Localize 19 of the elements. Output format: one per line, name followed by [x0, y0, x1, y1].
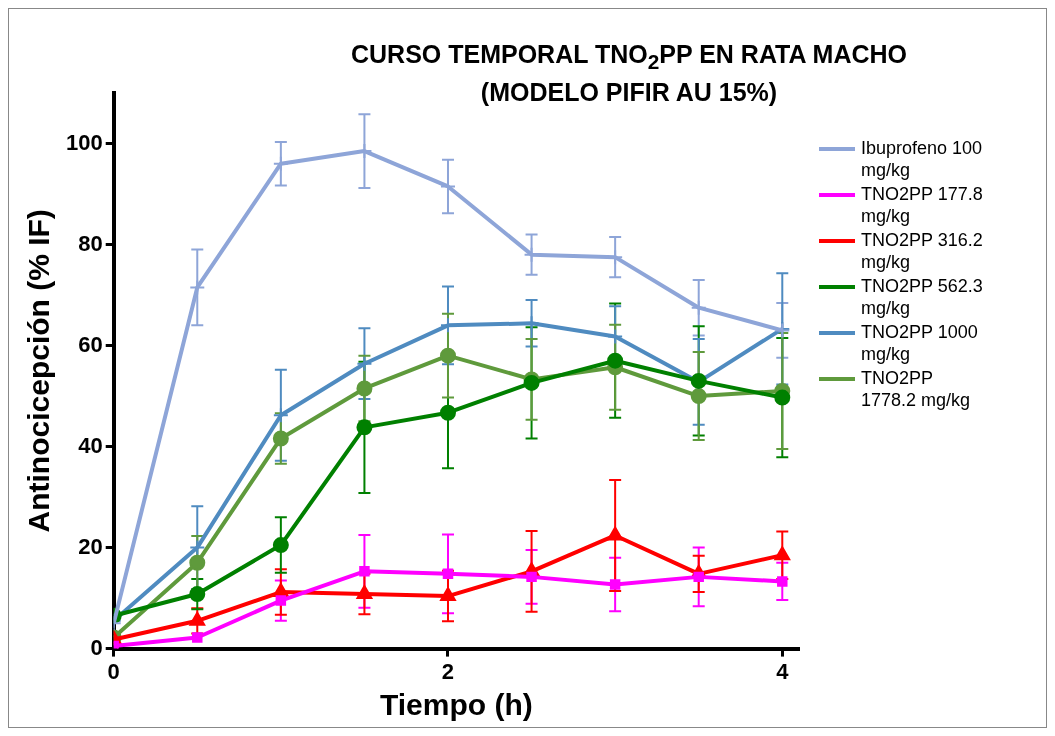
y-tick-label: 100 [65, 129, 103, 155]
y-tick-label: 40 [78, 432, 103, 458]
legend-label: TNO2PP 1000 mg/kg [861, 321, 979, 365]
y-tick-label: 80 [78, 230, 103, 256]
x-tick-label: 4 [776, 658, 790, 684]
y-tick-label: 20 [78, 533, 103, 559]
legend-label: TNO2PP 1778.2 mg/kg [861, 367, 972, 411]
legend-label: TNO2PP 316.2 mg/kg [861, 229, 984, 273]
y-tick-label: 60 [78, 331, 103, 357]
x-tick-label: 2 [441, 658, 455, 684]
x-tick-label: 0 [107, 658, 120, 684]
x-axis-title: Tiempo (h) [379, 688, 533, 722]
y-axis-title: Antinocicepción (% IF) [22, 209, 56, 533]
chart-subtitle: (MODELO PIFIR AU 15%) [479, 77, 779, 107]
legend-label: TNO2PP 177.8 mg/kg [861, 183, 984, 227]
legend-label: TNO2PP 562.3 mg/kg [861, 275, 984, 319]
chart-title: CURSO TEMPORAL TNO$_{2}$PP EN RATA MACHO [349, 39, 909, 75]
legend-label: Ibuprofeno 100 mg/kg [861, 137, 984, 181]
y-tick-label: 0 [90, 634, 103, 660]
